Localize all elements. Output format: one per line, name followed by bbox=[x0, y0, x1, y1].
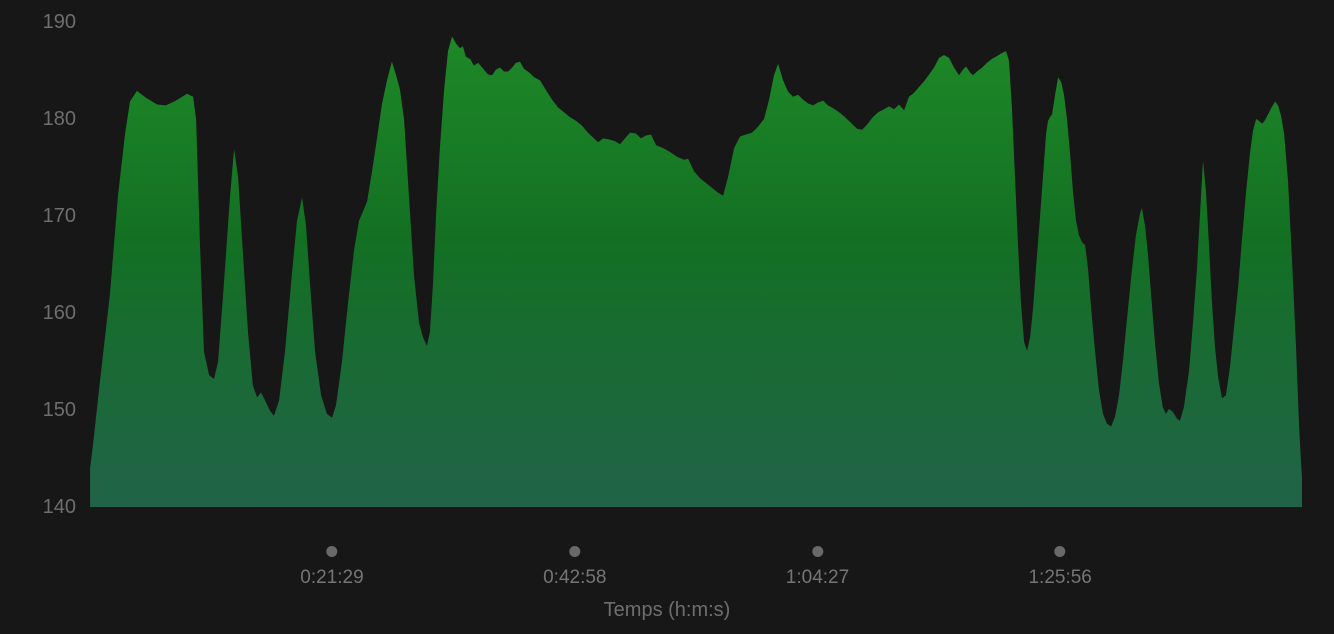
x-axis-tick: 1:04:27 bbox=[786, 546, 849, 588]
x-axis-tick-dot-icon bbox=[569, 546, 581, 557]
x-axis-tick-dot-icon bbox=[326, 546, 338, 557]
x-axis-tick: 0:42:58 bbox=[543, 546, 607, 588]
x-axis-tick-label: 0:21:29 bbox=[300, 567, 364, 588]
y-axis-tick-label: 140 bbox=[42, 496, 76, 518]
x-axis-tick-dot-icon bbox=[812, 546, 823, 557]
y-axis-tick-label: 180 bbox=[42, 108, 76, 130]
x-axis-tick-label: 1:04:27 bbox=[785, 567, 850, 588]
y-axis-tick-label: 160 bbox=[42, 302, 76, 324]
x-axis-tick-label: 0:42:58 bbox=[543, 567, 607, 588]
x-axis-tick-dot-icon bbox=[1054, 546, 1066, 557]
y-axis-tick-label: 170 bbox=[42, 205, 76, 227]
x-axis-tick: 1:25:56 bbox=[1028, 546, 1092, 588]
y-axis-tick-label: 150 bbox=[42, 399, 76, 421]
x-axis-tick-label: 1:25:56 bbox=[1028, 567, 1092, 588]
x-axis-title: Temps (h:m:s) bbox=[603, 599, 731, 621]
x-axis-tick: 0:21:29 bbox=[300, 546, 364, 588]
heart-rate-area-series bbox=[90, 36, 1303, 507]
y-axis-tick-label: 190 bbox=[42, 11, 76, 33]
